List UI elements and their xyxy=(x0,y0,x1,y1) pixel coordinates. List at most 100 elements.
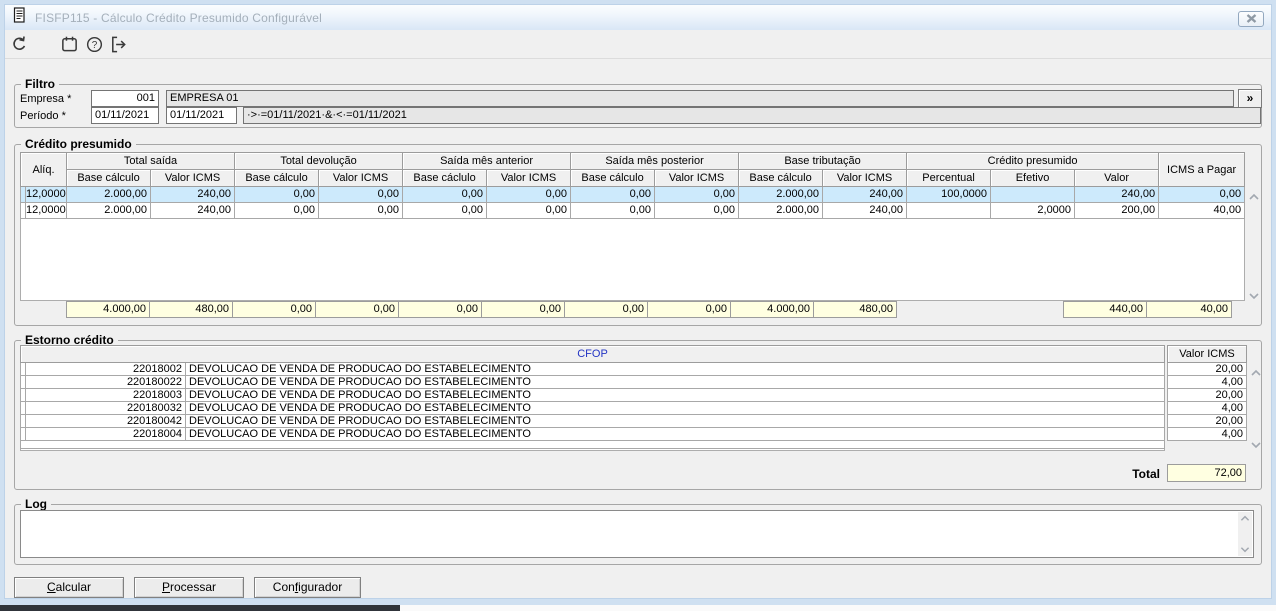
table-row[interactable]: 220180032 DEVOLUCAO DE VENDA DE PRODUCAO… xyxy=(20,401,1166,415)
total-cell: 0,00 xyxy=(232,301,316,318)
table-row[interactable]: 22018004 DEVOLUCAO DE VENDA DE PRODUCAO … xyxy=(20,427,1166,441)
total-cell: 0,00 xyxy=(315,301,399,318)
total-cell: 0,00 xyxy=(398,301,482,318)
col-header-saida-mes-posterior: Saída mês posterior xyxy=(570,152,740,170)
table-row[interactable]: 22018003 DEVOLUCAO DE VENDA DE PRODUCAO … xyxy=(20,388,1166,402)
log-groupbox: Log xyxy=(14,497,1262,565)
credito-scroll-up[interactable] xyxy=(1248,189,1260,200)
subcol-header: Valor ICMS xyxy=(822,169,908,187)
table-row[interactable]: 22018002 DEVOLUCAO DE VENDA DE PRODUCAO … xyxy=(20,362,1166,376)
table-row[interactable]: 12,0000 2.000,00 240,00 0,00 0,00 0,00 0… xyxy=(20,202,1246,219)
subcol-header: Valor xyxy=(1074,169,1160,187)
button-label-accel: C xyxy=(46,580,56,594)
exit-icon xyxy=(109,35,128,59)
grid-cell: 0,00 xyxy=(1158,186,1246,203)
refresh-button[interactable] xyxy=(8,36,30,58)
periodo-label: Período * xyxy=(20,110,66,122)
periodo-start-input[interactable]: 01/11/2021 xyxy=(91,107,159,124)
table-row[interactable]: 12,0000 2.000,00 240,00 0,00 0,00 0,00 0… xyxy=(20,186,1246,203)
total-cell: 0,00 xyxy=(647,301,731,318)
grid-cell: 0,00 xyxy=(654,202,740,219)
empresa-lookup-button[interactable]: » xyxy=(1238,89,1262,108)
grid-cell: 240,00 xyxy=(150,202,236,219)
log-scrollbar[interactable] xyxy=(1238,512,1252,556)
cfop-desc-cell: DEVOLUCAO DE VENDA DE PRODUCAO DO ESTABE… xyxy=(184,427,1166,441)
grid-cell: 2.000,00 xyxy=(738,202,824,219)
taskbar-edge-dark xyxy=(0,605,400,611)
valor-icms-cell: 4,00 xyxy=(1167,375,1247,389)
help-icon: ? xyxy=(85,35,104,59)
toolbar xyxy=(5,30,1271,59)
refresh-icon xyxy=(10,35,29,59)
grid-cell: 0,00 xyxy=(234,202,320,219)
total-cell: 4.000,00 xyxy=(66,301,150,318)
valor-icms-cell: 20,00 xyxy=(1167,388,1247,402)
close-button[interactable] xyxy=(1238,11,1264,27)
subcol-header: Percentual xyxy=(906,169,992,187)
exit-button[interactable] xyxy=(107,36,129,58)
credito-group-label: Crédito presumido xyxy=(21,137,136,151)
grid-cell: 2.000,00 xyxy=(66,186,152,203)
col-header-icms-a-pagar: ICMS a Pagar xyxy=(1158,152,1246,187)
estorno-credito-groupbox: Estorno crédito xyxy=(14,333,1262,490)
subcol-header: Base cáclulo xyxy=(402,169,488,187)
total-cell: 0,00 xyxy=(564,301,648,318)
estorno-grid: CFOP 22018002 DEVOLUCAO DE VENDA DE PROD… xyxy=(19,345,1166,449)
grid-cell: 240,00 xyxy=(822,202,908,219)
subcol-header: Base cálculo xyxy=(234,169,320,187)
calendar-button[interactable] xyxy=(58,36,80,58)
valor-icms-cell: 4,00 xyxy=(1167,427,1247,441)
grid-cell: 0,00 xyxy=(570,202,656,219)
grid-cell: 240,00 xyxy=(1074,186,1160,203)
grid-cell: 0,00 xyxy=(402,202,488,219)
grid-cell: 12,0000 xyxy=(24,202,68,219)
total-cell: 480,00 xyxy=(149,301,233,318)
empresa-code-input[interactable]: 001 xyxy=(91,90,159,107)
estorno-total-value: 72,00 xyxy=(1167,464,1246,482)
table-row[interactable]: 220180022 DEVOLUCAO DE VENDA DE PRODUCAO… xyxy=(20,375,1166,389)
col-header-cfop[interactable]: CFOP xyxy=(19,345,1166,363)
col-header-base-tributacao: Base tributação xyxy=(738,152,908,170)
estorno-scroll-down[interactable] xyxy=(1250,437,1262,449)
total-cell: 480,00 xyxy=(813,301,897,318)
cfop-code-cell: 22018002 xyxy=(25,362,186,376)
subcol-header: Base cálculo xyxy=(570,169,656,187)
log-field xyxy=(20,510,1254,558)
credito-presumido-groupbox: Crédito presumido xyxy=(14,137,1262,326)
cfop-desc-cell: DEVOLUCAO DE VENDA DE PRODUCAO DO ESTABE… xyxy=(184,388,1166,402)
configurador-button[interactable]: Configurador xyxy=(254,577,361,598)
empresa-label: Empresa * xyxy=(20,93,72,105)
estorno-total-label: Total xyxy=(1132,467,1160,481)
periodo-end-input[interactable]: 01/11/2021 xyxy=(166,107,237,124)
filtro-group-label: Filtro xyxy=(21,77,59,91)
col-header-credito-presumido: Crédito presumido xyxy=(906,152,1160,170)
subcol-header: Valor ICMS xyxy=(150,169,236,187)
total-cell: 4.000,00 xyxy=(730,301,814,318)
periodo-note-field: ·>·=01/11/2021·&·<·=01/11/2021 xyxy=(243,107,1261,124)
subcol-header: Valor ICMS xyxy=(318,169,404,187)
processar-button[interactable]: Processar xyxy=(134,577,244,598)
subcol-header: Base cálculo xyxy=(738,169,824,187)
window-title: FISFP115 - Cálculo Crédito Presumido Con… xyxy=(35,10,323,25)
total-cell: 0,00 xyxy=(481,301,565,318)
scroll-up-icon xyxy=(1249,193,1259,200)
cfop-code-cell: 22018003 xyxy=(25,388,186,402)
credito-scroll-down[interactable] xyxy=(1248,288,1260,300)
calcular-button[interactable]: Calcular xyxy=(14,577,124,598)
grid-cell: 240,00 xyxy=(150,186,236,203)
empresa-name-field: EMPRESA 01 xyxy=(166,90,1234,107)
filtro-groupbox: Filtro xyxy=(14,77,1262,128)
estorno-scroll-up[interactable] xyxy=(1250,365,1262,376)
cfop-desc-cell: DEVOLUCAO DE VENDA DE PRODUCAO DO ESTABE… xyxy=(184,362,1166,376)
log-group-label: Log xyxy=(21,497,51,511)
table-row[interactable]: 220180042 DEVOLUCAO DE VENDA DE PRODUCAO… xyxy=(20,414,1166,428)
cfop-desc-cell: DEVOLUCAO DE VENDA DE PRODUCAO DO ESTABE… xyxy=(184,414,1166,428)
grid-cell: 0,00 xyxy=(486,202,572,219)
grid-cell: 240,00 xyxy=(822,186,908,203)
help-button[interactable]: ? xyxy=(83,36,105,58)
scroll-down-icon xyxy=(1249,293,1259,300)
grid-cell: 100,0000 xyxy=(906,186,992,203)
cfop-code-cell: 22018004 xyxy=(25,427,186,441)
grid-cell: 0,00 xyxy=(318,186,404,203)
log-textarea[interactable] xyxy=(22,512,1239,556)
